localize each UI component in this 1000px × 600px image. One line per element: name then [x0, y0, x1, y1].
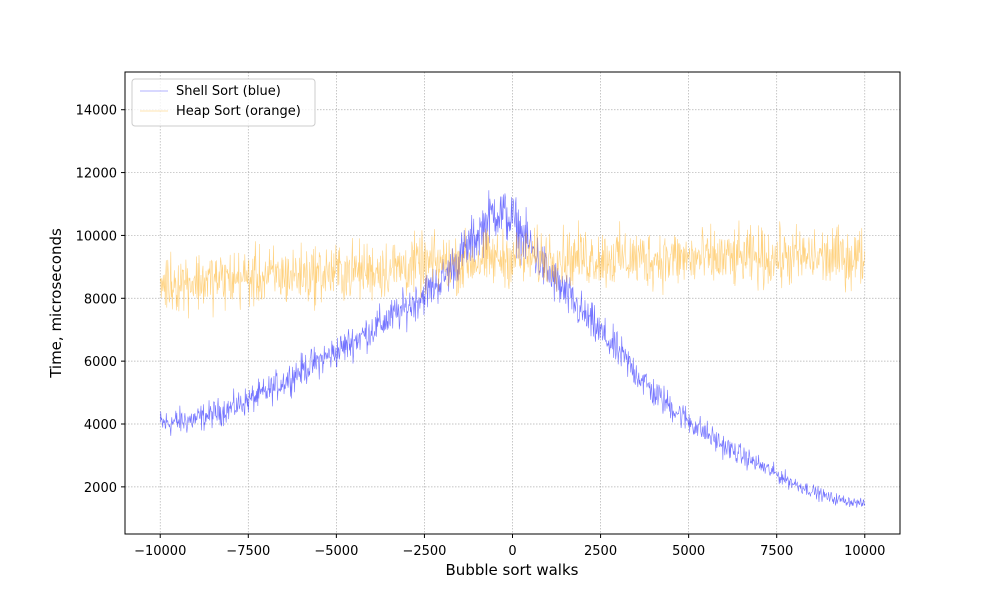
- x-tick-label: −5000: [314, 544, 358, 559]
- x-axis-label: Bubble sort walks: [446, 561, 579, 579]
- x-tick-label: 5000: [672, 544, 705, 559]
- y-tick-label: 14000: [76, 104, 117, 119]
- y-tick-label: 12000: [76, 167, 117, 182]
- series-layer: [159, 190, 866, 508]
- x-tick-label: 7500: [760, 544, 793, 559]
- legend-label-heap-sort: Heap Sort (orange): [176, 104, 301, 119]
- x-tick-label: 2500: [584, 544, 617, 559]
- y-axis-label: Time, microseconds: [47, 228, 65, 379]
- y-tick-label: 6000: [84, 355, 117, 370]
- y-tick-label: 2000: [84, 481, 117, 496]
- y-tick-label: 4000: [84, 418, 117, 433]
- series-line-heap-sort: [159, 220, 866, 319]
- legend-label-shell-sort: Shell Sort (blue): [176, 84, 281, 99]
- legend-box: [131, 78, 316, 127]
- x-tick-label: −7500: [226, 544, 270, 559]
- grid-layer: [125, 72, 900, 534]
- y-tick-label: 8000: [84, 292, 117, 307]
- ticks-layer: −10000 −7500 −5000 −2500 0 2500 5000 7500 10000 2…: [76, 104, 886, 559]
- legend: Shell Sort (blue) Heap Sort (orange): [131, 78, 316, 127]
- x-tick-label: 10000: [844, 544, 885, 559]
- x-tick-label: −2500: [402, 544, 446, 559]
- x-tick-label: 0: [508, 544, 516, 559]
- x-tick-label: −10000: [134, 544, 186, 559]
- y-tick-label: 10000: [76, 229, 117, 244]
- series-line-shell-sort: [159, 190, 866, 508]
